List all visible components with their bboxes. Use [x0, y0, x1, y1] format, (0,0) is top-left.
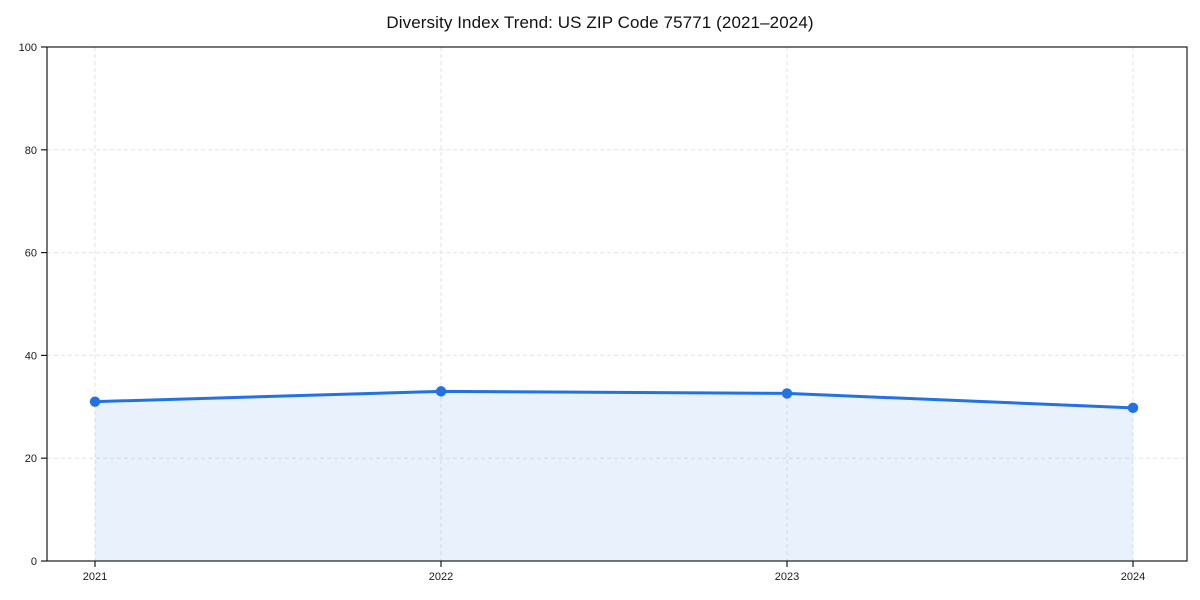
y-tick-label: 100: [19, 42, 37, 54]
y-tick-label: 80: [25, 145, 37, 157]
y-tick-label: 60: [25, 248, 37, 260]
data-point-marker: [435, 386, 447, 397]
y-tick-label: 20: [25, 453, 37, 465]
x-tick-label: 2024: [1121, 571, 1145, 583]
data-point-marker: [1127, 402, 1139, 414]
trend-line: [93, 389, 1135, 410]
x-tick-label: 2023: [775, 571, 799, 583]
x-tick-label: 2021: [83, 571, 107, 583]
y-tick-label: 0: [31, 556, 37, 568]
data-point-marker: [781, 388, 793, 399]
x-tick-label: 2022: [429, 571, 453, 583]
chart-title: Diversity Index Trend: US ZIP Code 75771…: [386, 13, 814, 32]
axes-frame: [46, 46, 1188, 562]
data-point-marker: [89, 396, 101, 407]
area-fill: [95, 391, 1133, 561]
y-tick-label: 40: [25, 350, 37, 362]
